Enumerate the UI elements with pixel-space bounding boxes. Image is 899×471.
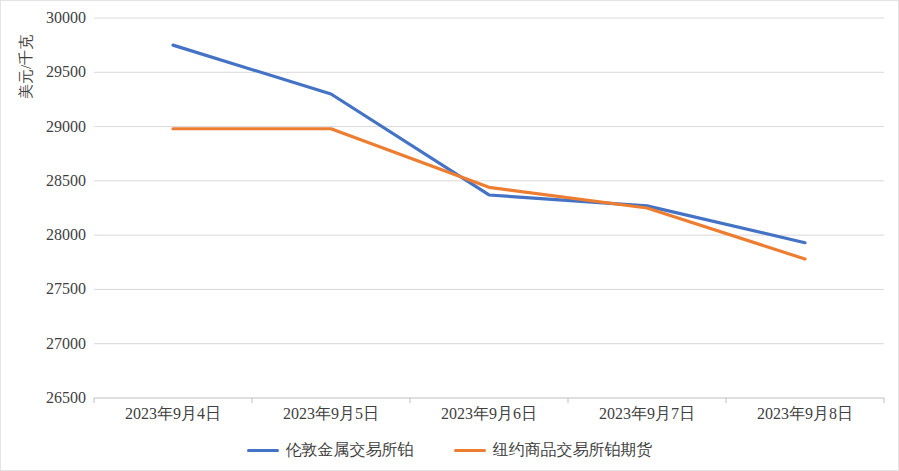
y-tick-label: 29500: [19, 63, 86, 81]
series-line-0: [173, 45, 805, 243]
legend-item-1: 纽约商品交易所铂期货: [454, 440, 653, 461]
legend-line-swatch: [247, 449, 279, 453]
plot-area: [1, 1, 899, 471]
x-tick-label: 2023年9月8日: [725, 405, 885, 423]
legend-label: 纽约商品交易所铂期货: [493, 440, 653, 461]
y-tick-label: 27500: [19, 280, 86, 298]
chart-container: 美元/千克 3000029500290002850028000275002700…: [0, 0, 899, 471]
x-tick-label: 2023年9月5日: [251, 405, 411, 423]
x-tick-label: 2023年9月6日: [409, 405, 569, 423]
y-tick-label: 30000: [19, 9, 86, 27]
y-tick-label: 28000: [19, 226, 86, 244]
y-tick-label: 29000: [19, 118, 86, 136]
x-tick-label: 2023年9月4日: [93, 405, 253, 423]
legend-label: 伦敦金属交易所铂: [286, 440, 414, 461]
legend-line-swatch: [454, 449, 486, 453]
x-tick-label: 2023年9月7日: [567, 405, 727, 423]
y-tick-label: 28500: [19, 172, 86, 190]
legend-item-0: 伦敦金属交易所铂: [247, 440, 414, 461]
y-tick-label: 27000: [19, 335, 86, 353]
y-tick-label: 26500: [19, 389, 86, 407]
chart-legend: 伦敦金属交易所铂 纽约商品交易所铂期货: [1, 440, 898, 461]
